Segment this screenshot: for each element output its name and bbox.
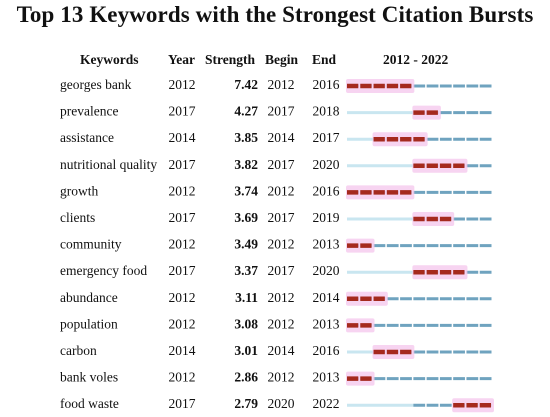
end-cell: 2013: [313, 237, 340, 252]
year-cell: 2012: [169, 370, 196, 385]
header-strength: Strength: [205, 52, 256, 67]
burst-glow: [346, 238, 375, 253]
burst-glow: [346, 318, 375, 333]
end-cell: 2016: [313, 77, 340, 92]
burst-glow: [412, 105, 441, 120]
end-cell: 2022: [313, 396, 340, 411]
begin-cell: 2020: [268, 396, 295, 411]
end-cell: 2019: [313, 210, 340, 225]
chart-title: Top 13 Keywords with the Strongest Citat…: [16, 2, 534, 27]
begin-cell: 2012: [268, 183, 295, 198]
strength-cell: 3.01: [234, 343, 258, 358]
keyword-label: emergency food: [60, 263, 147, 278]
keyword-label: community: [60, 237, 122, 252]
header-begin: Begin: [265, 52, 299, 67]
begin-cell: 2012: [268, 237, 295, 252]
keyword-label: clients: [60, 210, 95, 225]
keyword-label: georges bank: [60, 77, 132, 92]
end-cell: 2014: [313, 290, 340, 305]
strength-cell: 3.49: [234, 237, 258, 252]
keyword-label: food waste: [60, 396, 119, 411]
year-cell: 2017: [169, 104, 196, 119]
keyword-label: prevalence: [60, 104, 118, 119]
strength-cell: 3.08: [234, 316, 258, 331]
header-end: End: [312, 52, 337, 67]
begin-cell: 2014: [268, 130, 295, 145]
begin-cell: 2012: [268, 290, 295, 305]
header-timeline: 2012 - 2022: [383, 52, 449, 67]
strength-cell: 3.37: [234, 263, 258, 278]
keyword-label: assistance: [60, 130, 114, 145]
begin-cell: 2017: [268, 157, 295, 172]
year-cell: 2014: [169, 130, 196, 145]
keyword-label: carbon: [60, 343, 97, 358]
end-cell: 2020: [313, 263, 340, 278]
strength-cell: 3.82: [234, 157, 258, 172]
year-cell: 2017: [169, 396, 196, 411]
strength-cell: 3.11: [235, 290, 258, 305]
year-cell: 2012: [169, 77, 196, 92]
burst-glow: [346, 371, 375, 386]
begin-cell: 2012: [268, 316, 295, 331]
year-cell: 2012: [169, 290, 196, 305]
strength-cell: 3.85: [234, 130, 258, 145]
end-cell: 2020: [313, 157, 340, 172]
year-cell: 2012: [169, 237, 196, 252]
end-cell: 2013: [313, 316, 340, 331]
begin-cell: 2017: [268, 210, 295, 225]
end-cell: 2018: [313, 104, 340, 119]
begin-cell: 2014: [268, 343, 295, 358]
year-cell: 2014: [169, 343, 196, 358]
end-cell: 2016: [313, 343, 340, 358]
year-cell: 2012: [169, 316, 196, 331]
year-cell: 2017: [169, 263, 196, 278]
keyword-label: bank voles: [60, 370, 118, 385]
strength-cell: 2.86: [234, 370, 258, 385]
strength-cell: 2.79: [234, 396, 258, 411]
header-keywords: Keywords: [80, 52, 139, 67]
keyword-label: growth: [60, 183, 98, 198]
header-year: Year: [168, 52, 195, 67]
keyword-label: abundance: [60, 290, 118, 305]
begin-cell: 2012: [268, 370, 295, 385]
end-cell: 2016: [313, 183, 340, 198]
begin-cell: 2017: [268, 263, 295, 278]
year-cell: 2017: [169, 210, 196, 225]
begin-cell: 2012: [268, 77, 295, 92]
strength-cell: 3.74: [234, 183, 258, 198]
year-cell: 2017: [169, 157, 196, 172]
end-cell: 2013: [313, 370, 340, 385]
strength-cell: 3.69: [234, 210, 258, 225]
end-cell: 2017: [313, 130, 340, 145]
begin-cell: 2017: [268, 104, 295, 119]
keyword-label: nutritional quality: [60, 157, 157, 172]
strength-cell: 7.42: [234, 77, 258, 92]
year-cell: 2012: [169, 183, 196, 198]
strength-cell: 4.27: [234, 104, 258, 119]
keyword-label: population: [60, 316, 118, 331]
